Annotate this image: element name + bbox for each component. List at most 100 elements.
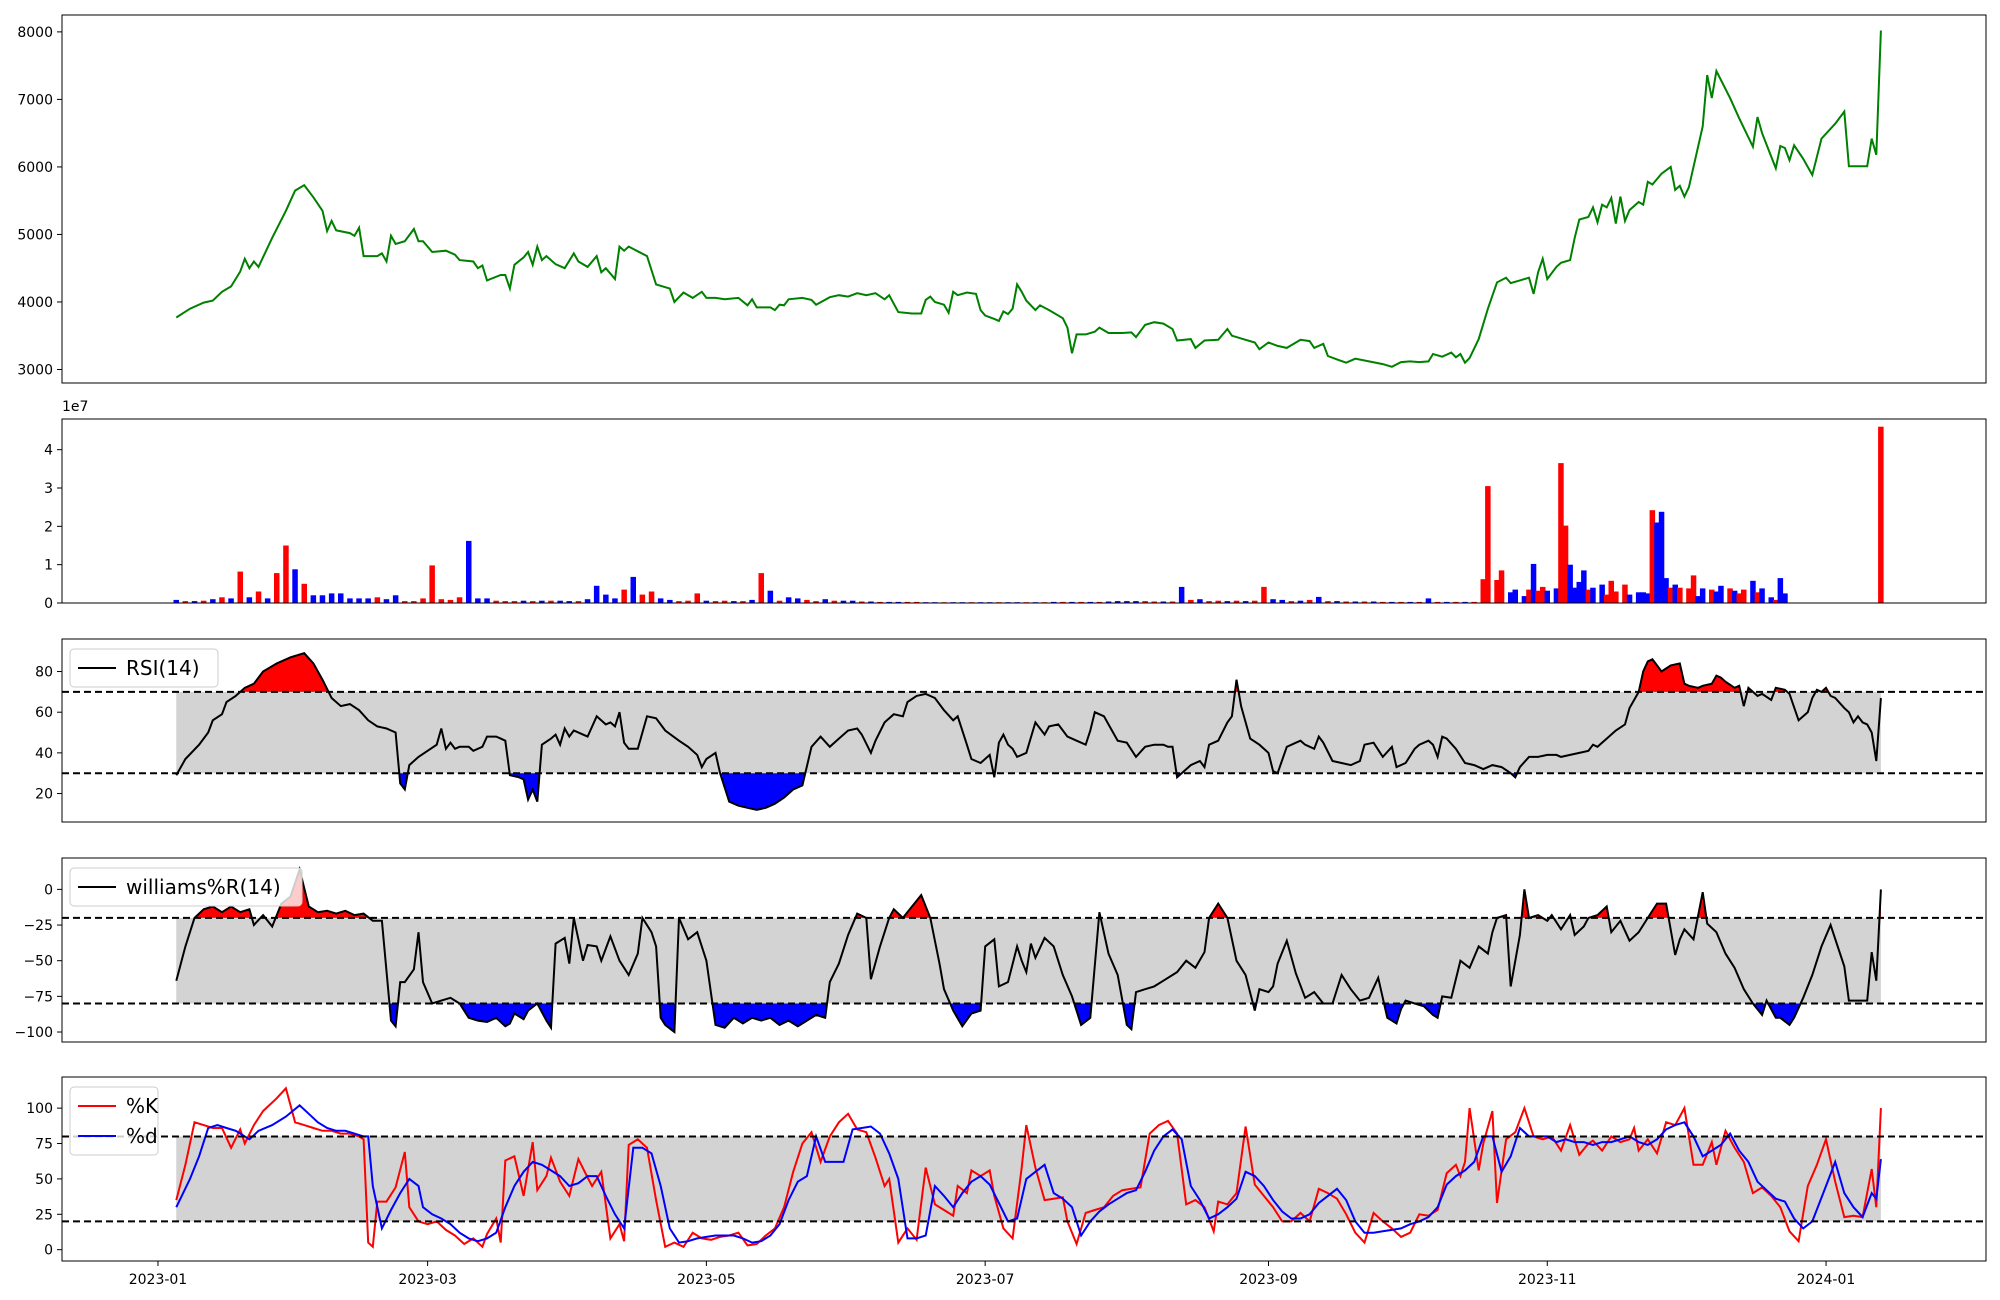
williams-oversold-fill <box>712 1003 827 1028</box>
volume-y-tick-label: 4 <box>44 443 53 459</box>
volume-bar <box>383 599 390 603</box>
volume-bar <box>182 601 189 603</box>
volume-bar <box>1206 601 1212 603</box>
williams-y-tick-label: −100 <box>15 1025 53 1041</box>
stochastic-y-tick-label: 75 <box>35 1137 53 1153</box>
rsi-oversold-fill <box>720 773 806 810</box>
volume-bar <box>1160 601 1167 603</box>
volume-bar <box>1759 588 1765 603</box>
price-y-tick-label: 8000 <box>17 25 53 41</box>
volume-bar <box>1169 601 1176 603</box>
volume-bar <box>1224 601 1231 603</box>
volume-bar <box>411 601 417 603</box>
volume-bar <box>1686 588 1692 603</box>
volume-bar <box>1462 601 1468 603</box>
williams-y-tick-label: −25 <box>23 918 53 934</box>
volume-bar <box>228 598 234 603</box>
price-y-tick-label: 5000 <box>17 227 53 243</box>
volume-bar <box>484 598 490 603</box>
date-tick-label: 2023-01 <box>129 1272 188 1288</box>
volume-bar <box>721 600 728 603</box>
price-y-tick-label: 7000 <box>17 92 53 108</box>
volume-bar <box>868 601 874 603</box>
volume-bar <box>392 595 399 603</box>
volume-bar <box>667 599 673 603</box>
volume-bar <box>1571 587 1578 603</box>
volume-bar <box>1695 596 1701 603</box>
volume-bar <box>1613 591 1619 603</box>
volume-bar <box>1242 601 1249 603</box>
williams-overbought-fill <box>1209 903 1228 918</box>
volume-bar <box>1215 600 1221 603</box>
volume-bar <box>493 600 499 603</box>
volume-bar <box>1640 592 1646 603</box>
volume-bar <box>886 601 892 603</box>
volume-y-tick-label: 3 <box>44 481 53 497</box>
price-y-tick-label: 6000 <box>17 160 53 176</box>
volume-bar <box>456 597 463 604</box>
volume-bar <box>200 600 207 603</box>
volume-bar <box>1731 590 1738 603</box>
volume-bar <box>530 601 536 603</box>
volume-bar <box>338 593 344 603</box>
rsi-legend <box>69 648 219 688</box>
volume-bar <box>840 600 847 603</box>
volume-bar <box>429 565 435 603</box>
volume-bar <box>584 599 591 603</box>
volume-bar <box>1590 587 1596 603</box>
date-tick-label: 2023-09 <box>1239 1272 1298 1288</box>
volume-bar <box>566 601 572 603</box>
volume-bar <box>1773 599 1779 603</box>
date-tick-label: 2023-05 <box>677 1272 736 1288</box>
volume-bar <box>657 598 664 603</box>
volume-bar <box>255 591 262 603</box>
williams-oversold-fill <box>1414 1003 1441 1018</box>
price-line <box>175 30 1882 368</box>
volume-y-tick-label: 0 <box>44 596 53 612</box>
volume-bar <box>913 601 920 603</box>
volume-bar <box>1718 585 1724 604</box>
stochastic-y-tick-label: 25 <box>35 1207 53 1223</box>
rsi-y-tick-label: 40 <box>35 746 53 762</box>
volume-bar <box>785 597 792 604</box>
volume-bar <box>1494 580 1500 603</box>
rsi-legend-label: RSI(14) <box>126 656 200 680</box>
volume-bar <box>246 597 253 604</box>
volume-bar <box>1581 570 1587 603</box>
rsi-overbought-fill <box>240 653 329 692</box>
volume-bar <box>1252 600 1258 603</box>
volume-bar <box>1270 599 1276 603</box>
volume-bar <box>1105 601 1112 603</box>
volume-bar <box>328 593 335 603</box>
williams-legend <box>69 867 303 907</box>
volume-bar <box>1608 580 1614 603</box>
price-frame <box>61 14 1987 384</box>
williams-oversold-fill <box>659 1003 676 1032</box>
volume-bar <box>191 601 198 603</box>
volume-bar <box>877 601 883 603</box>
volume-bar <box>365 598 371 603</box>
rsi-frame <box>61 638 1987 823</box>
volume-bar <box>813 601 819 603</box>
volume-bar <box>1370 601 1377 603</box>
volume-bar <box>1585 589 1592 603</box>
volume-bar <box>511 601 518 603</box>
volume-bar <box>1485 486 1491 603</box>
volume-bar <box>347 598 353 603</box>
volume-bar <box>895 601 902 603</box>
volume-bar <box>1727 588 1733 603</box>
volume-bar <box>1078 601 1084 603</box>
volume-bar <box>1334 601 1340 603</box>
volume-bar <box>712 601 719 603</box>
volume-bar <box>1279 599 1285 603</box>
volume-bar <box>1768 597 1774 604</box>
williams-y-tick-label: −50 <box>23 954 53 970</box>
rsi-overbought-fill <box>1638 659 1741 692</box>
volume-bar <box>1750 580 1756 603</box>
volume-bar <box>1389 601 1395 603</box>
rsi-y-tick-label: 20 <box>35 787 53 803</box>
volume-bar <box>438 599 445 603</box>
volume-frame <box>61 418 1987 604</box>
volume-bar <box>466 540 472 603</box>
